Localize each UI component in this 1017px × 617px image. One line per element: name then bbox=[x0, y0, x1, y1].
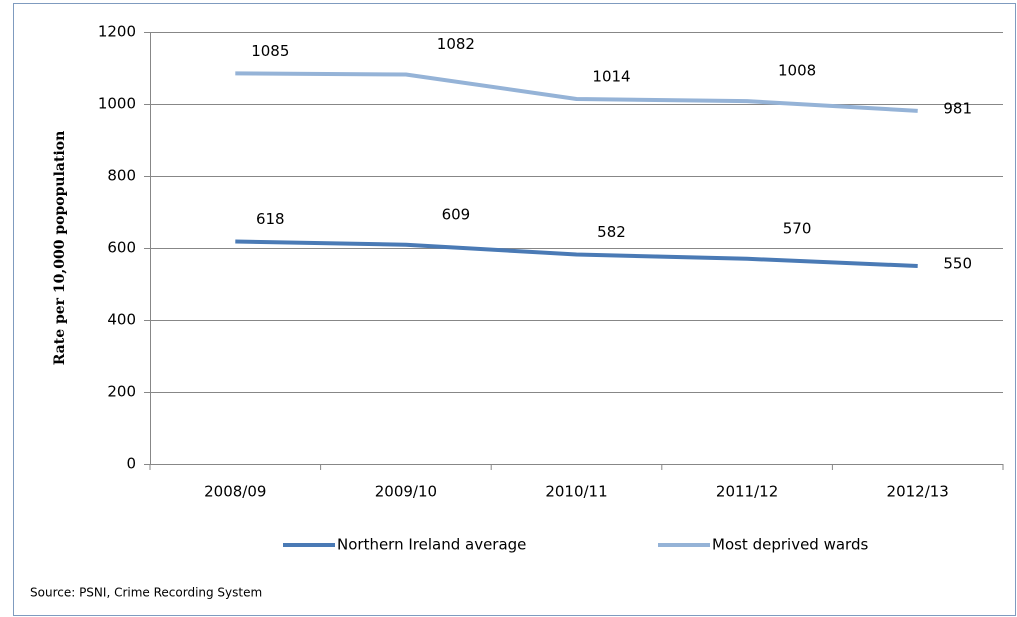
y-tick-label: 200 bbox=[107, 383, 136, 401]
data-label: 582 bbox=[597, 223, 626, 241]
data-label: 1014 bbox=[592, 67, 630, 85]
x-tick-label: 2010/11 bbox=[545, 483, 607, 501]
data-label: 570 bbox=[783, 219, 812, 237]
y-tick-label: 400 bbox=[107, 311, 136, 329]
y-tick-label: 1200 bbox=[98, 23, 136, 41]
data-label: 1008 bbox=[778, 62, 816, 80]
y-tick-label: 600 bbox=[107, 239, 136, 257]
data-label: 1082 bbox=[437, 35, 475, 53]
y-tick-label: 0 bbox=[126, 455, 136, 473]
data-label: 981 bbox=[943, 99, 972, 117]
x-tick-label: 2011/12 bbox=[716, 483, 778, 501]
series-line bbox=[235, 71, 918, 113]
legend-label: Northern Ireland average bbox=[337, 536, 526, 554]
series-line bbox=[235, 239, 918, 268]
chart-border bbox=[13, 3, 1016, 616]
data-label: 550 bbox=[943, 255, 972, 273]
x-tick-label: 2008/09 bbox=[204, 483, 266, 501]
data-label: 618 bbox=[256, 210, 285, 228]
y-tick-label: 1000 bbox=[98, 95, 136, 113]
data-label: 609 bbox=[442, 205, 471, 223]
source-note: Source: PSNI, Crime Recording System bbox=[30, 586, 262, 600]
y-axis-label: Rate per 10,000 popopulation bbox=[52, 131, 68, 366]
legend-label: Most deprived wards bbox=[712, 536, 868, 554]
x-tick-label: 2009/10 bbox=[375, 483, 437, 501]
y-tick-label: 800 bbox=[107, 167, 136, 185]
data-label: 1085 bbox=[251, 42, 289, 60]
x-tick-label: 2012/13 bbox=[887, 483, 949, 501]
